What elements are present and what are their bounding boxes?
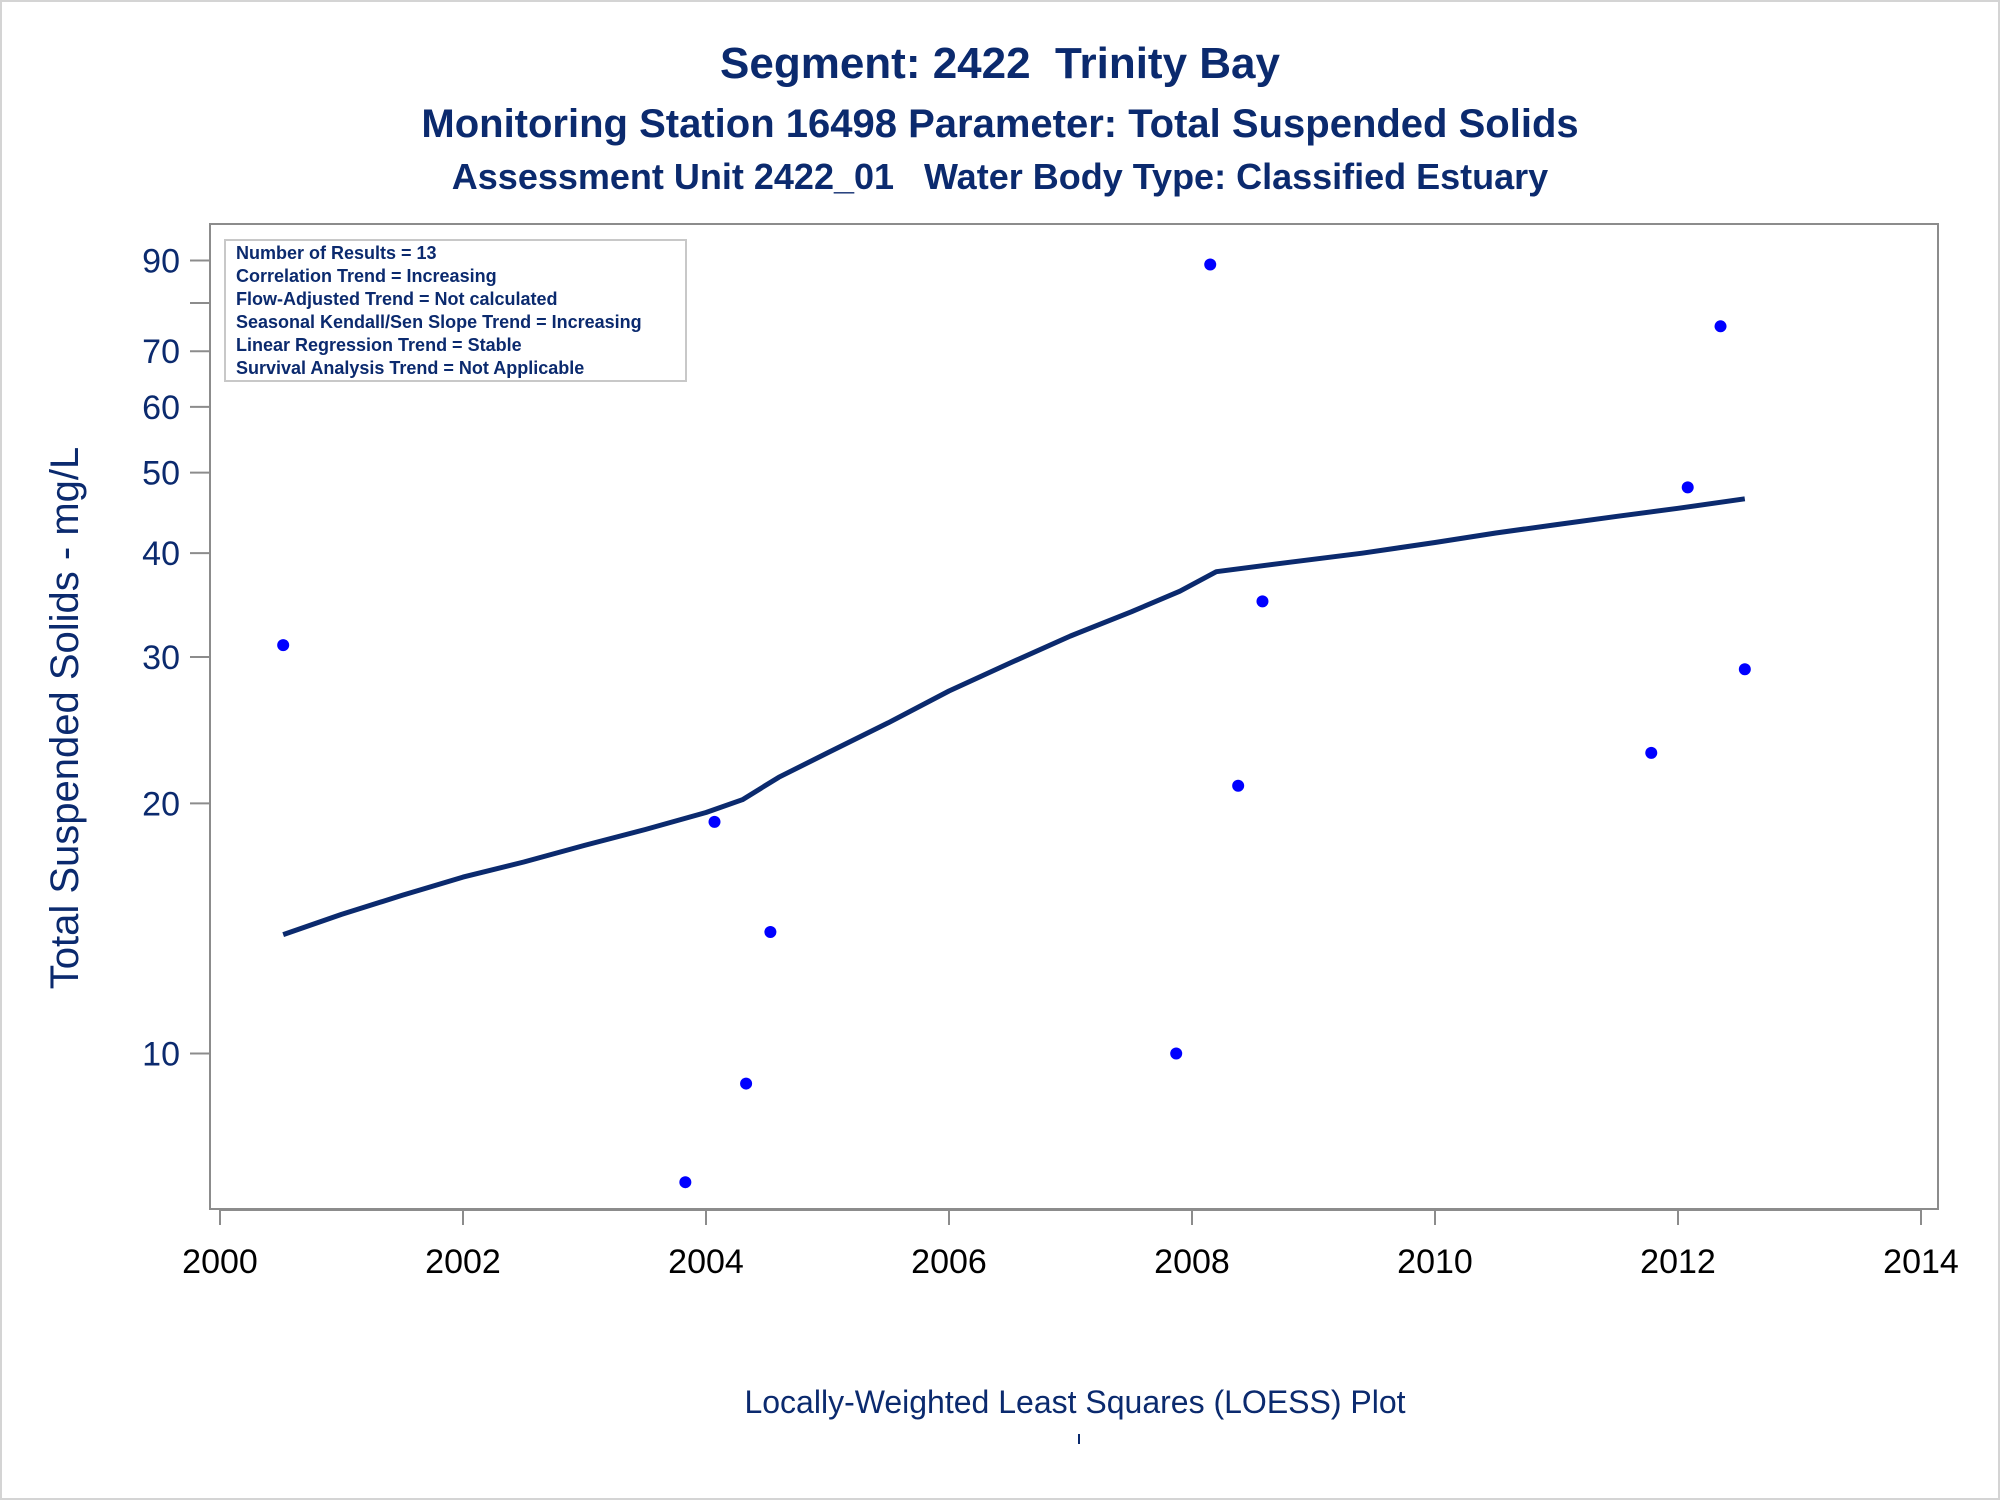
data-point-9 (1256, 595, 1269, 608)
loess-line-group (282, 496, 1746, 937)
y-tick-label-50: 50 (142, 455, 180, 493)
data-point-10 (1645, 746, 1658, 759)
x-tick-label-2002: 2002 (425, 1243, 501, 1281)
data-point-3 (708, 815, 721, 828)
x-tick-label-2004: 2004 (668, 1243, 744, 1281)
data-point-7 (1204, 258, 1217, 271)
y-axis-label: Total Suspended Solids - mg/L (43, 447, 87, 990)
data-point-4 (740, 1077, 753, 1090)
data-point-5 (764, 926, 777, 939)
info-number-of-results: Number of Results = 13 (236, 243, 437, 263)
info-linear-regression-trend: Linear Regression Trend = Stable (236, 335, 522, 355)
y-tick-label-40: 40 (142, 535, 180, 573)
x-tick-label-2012: 2012 (1640, 1243, 1716, 1281)
y-tick-label-60: 60 (142, 389, 180, 427)
data-point-2 (679, 1176, 692, 1189)
chart-subtitle-assessment: Assessment Unit 2422_01 Water Body Type:… (451, 156, 1549, 197)
info-flow-adjusted-trend: Flow-Adjusted Trend = Not calculated (236, 289, 558, 309)
x-axis: 2000 2002 2004 2006 2008 2010 2012 2014 (182, 1209, 1959, 1281)
x-tick-label-2008: 2008 (1154, 1243, 1230, 1281)
loess-trend-line (282, 496, 1746, 937)
x-tick-label-2010: 2010 (1397, 1243, 1473, 1281)
data-point-8 (1232, 779, 1245, 792)
info-box-border (224, 239, 687, 382)
x-tick-label-2014: 2014 (1883, 1243, 1959, 1281)
data-point-13 (1738, 663, 1751, 676)
info-correlation-trend: Correlation Trend = Increasing (236, 266, 497, 286)
data-point-11 (1681, 481, 1694, 494)
info-seasonal-kendall-trend: Seasonal Kendall/Sen Slope Trend = Incre… (236, 312, 642, 332)
info-survival-analysis-trend: Survival Analysis Trend = Not Applicable (236, 358, 584, 378)
data-points (277, 258, 1751, 1189)
y-tick-label-70: 70 (142, 333, 180, 371)
footnote: Locally-Weighted Least Squares (LOESS) P… (744, 1384, 1405, 1420)
data-point-6 (1170, 1047, 1183, 1060)
x-tick-label-2006: 2006 (911, 1243, 987, 1281)
y-axis: 10 20 30 40 50 60 70 90 (142, 243, 210, 1073)
y-tick-label-10: 10 (142, 1035, 180, 1073)
y-tick-label-20: 20 (142, 785, 180, 823)
y-tick-label-90: 90 (142, 243, 180, 281)
chart-title: Segment: 2422 Trinity Bay (720, 39, 1280, 88)
data-point-12 (1714, 320, 1727, 333)
x-tick-label-2000: 2000 (182, 1243, 258, 1281)
chart-subtitle-station: Monitoring Station 16498 Parameter: Tota… (421, 102, 1579, 146)
info-box: Number of Results = 13 Correlation Trend… (224, 239, 687, 382)
y-tick-label-30: 30 (142, 639, 180, 677)
data-point-1 (277, 639, 290, 652)
